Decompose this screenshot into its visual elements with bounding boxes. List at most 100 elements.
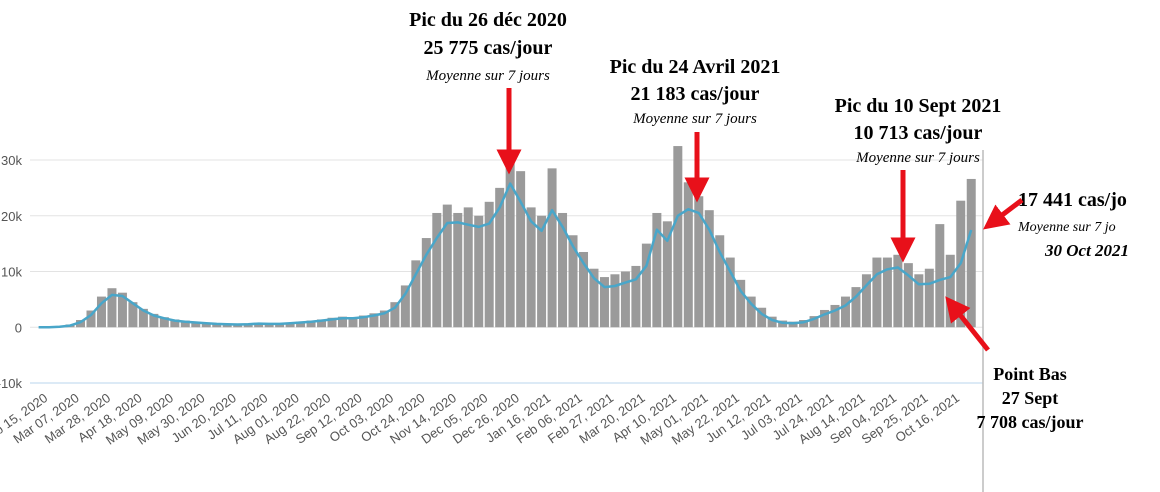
lines: [38, 182, 973, 329]
bar: [128, 302, 138, 328]
bar: [589, 268, 599, 328]
bar: [463, 207, 473, 328]
bar: [149, 313, 159, 328]
bar: [296, 321, 306, 328]
bars: [44, 146, 976, 328]
annotation-text: Pic du 10 Sept 2021: [835, 95, 1002, 117]
bar: [327, 317, 337, 328]
bar: [579, 251, 589, 328]
y-tick-label: -10k: [0, 376, 22, 391]
bar: [704, 210, 714, 328]
bar: [652, 212, 662, 328]
annotation-text: Moyenne sur 7 jours: [855, 150, 980, 166]
annotation-text: Moyenne sur 7 jours: [425, 68, 550, 84]
bar: [631, 265, 641, 328]
annotation-text: 27 Sept: [1002, 388, 1059, 408]
bar: [117, 292, 127, 328]
arrow: [983, 198, 1024, 230]
bar: [212, 323, 222, 328]
bar: [107, 288, 117, 328]
bar: [421, 238, 431, 328]
bar: [725, 257, 735, 328]
bar: [484, 201, 494, 328]
bar: [914, 274, 924, 328]
y-tick-label: 0: [15, 320, 22, 335]
bar: [599, 277, 609, 328]
bar: [516, 171, 526, 328]
y-tick-label: 20k: [1, 209, 22, 224]
arrows: [496, 88, 1024, 352]
annotation-text: Point Bas: [993, 364, 1067, 384]
bar: [358, 315, 368, 328]
annotations: Pic du 26 déc 2020 25 775 cas/jour Moyenne…: [409, 9, 1129, 432]
bar: [390, 302, 400, 328]
bar: [86, 310, 96, 328]
bar: [736, 279, 746, 328]
bar: [851, 287, 861, 328]
bar: [809, 316, 819, 328]
bar: [180, 320, 190, 328]
bar: [568, 235, 578, 328]
y-tick-label: 30k: [1, 153, 22, 168]
bar: [945, 254, 955, 328]
bar: [400, 285, 410, 328]
bar: [337, 316, 347, 328]
bar: [432, 212, 442, 328]
bar: [526, 207, 536, 328]
bar: [495, 187, 505, 328]
bar: [201, 322, 211, 328]
annotation-text: 25 775 cas/jour: [424, 37, 553, 59]
bar: [683, 182, 693, 328]
annotation-text: Pic du 24 Avril 2021: [610, 56, 781, 78]
bar: [505, 162, 515, 328]
annotation-text: 17 441 cas/jo: [1018, 189, 1127, 211]
bar: [138, 308, 148, 328]
bar: [830, 304, 840, 328]
bar: [317, 319, 327, 328]
bar: [641, 243, 651, 328]
annotation-text: Moyenne sur 7 jours: [632, 111, 757, 127]
bar: [474, 215, 484, 328]
annotation-text: 7 708 cas/jour: [977, 412, 1084, 432]
bar: [547, 168, 557, 328]
bar: [882, 257, 892, 328]
bar: [620, 271, 630, 328]
bar: [306, 320, 316, 328]
bar: [254, 322, 264, 328]
bar: [275, 323, 285, 328]
bar: [893, 254, 903, 328]
bar: [694, 196, 704, 328]
bar: [935, 224, 945, 328]
bar: [872, 257, 882, 328]
bar: [96, 296, 106, 328]
bar: [170, 319, 180, 328]
bar: [610, 274, 620, 328]
y-tick-label: 10k: [1, 265, 22, 280]
bar: [767, 316, 777, 328]
annotation-text: 21 183 cas/jour: [631, 83, 760, 105]
bar: [966, 178, 976, 328]
annotation-text: 10 713 cas/jour: [854, 122, 983, 144]
bar: [379, 310, 389, 328]
bar: [369, 313, 379, 328]
bar: [820, 309, 830, 328]
bar: [348, 317, 358, 328]
bar: [757, 307, 767, 328]
bar: [159, 317, 169, 328]
bar: [264, 323, 274, 328]
average-line: [38, 182, 973, 329]
bar: [673, 146, 683, 328]
bar: [191, 321, 201, 328]
bar: [715, 235, 725, 328]
arrow: [945, 296, 990, 352]
bar: [537, 215, 547, 328]
bar: [411, 260, 421, 328]
bar: [799, 320, 809, 328]
bar: [285, 322, 295, 328]
bar: [442, 204, 452, 328]
bar: [76, 320, 86, 328]
bar: [558, 212, 568, 328]
annotation-text: 30 Oct 2021: [1044, 241, 1129, 260]
